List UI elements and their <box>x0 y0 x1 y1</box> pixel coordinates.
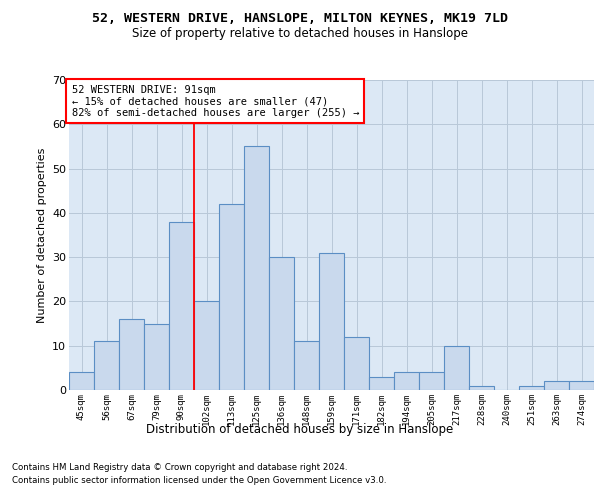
Bar <box>469 386 494 390</box>
Bar <box>94 342 119 390</box>
Bar <box>394 372 419 390</box>
Bar <box>519 386 544 390</box>
Text: Distribution of detached houses by size in Hanslope: Distribution of detached houses by size … <box>146 422 454 436</box>
Bar <box>294 342 319 390</box>
Bar <box>69 372 94 390</box>
Bar <box>119 319 144 390</box>
Bar <box>444 346 469 390</box>
Bar <box>419 372 444 390</box>
Bar <box>369 376 394 390</box>
Bar <box>269 257 294 390</box>
Text: 52 WESTERN DRIVE: 91sqm
← 15% of detached houses are smaller (47)
82% of semi-de: 52 WESTERN DRIVE: 91sqm ← 15% of detache… <box>71 84 359 118</box>
Bar <box>569 381 594 390</box>
Bar <box>169 222 194 390</box>
Bar <box>219 204 244 390</box>
Bar <box>544 381 569 390</box>
Bar <box>344 337 369 390</box>
Bar <box>319 252 344 390</box>
Text: Size of property relative to detached houses in Hanslope: Size of property relative to detached ho… <box>132 28 468 40</box>
Bar <box>194 302 219 390</box>
Bar <box>144 324 169 390</box>
Text: Contains public sector information licensed under the Open Government Licence v3: Contains public sector information licen… <box>12 476 386 485</box>
Y-axis label: Number of detached properties: Number of detached properties <box>37 148 47 322</box>
Text: 52, WESTERN DRIVE, HANSLOPE, MILTON KEYNES, MK19 7LD: 52, WESTERN DRIVE, HANSLOPE, MILTON KEYN… <box>92 12 508 26</box>
Text: Contains HM Land Registry data © Crown copyright and database right 2024.: Contains HM Land Registry data © Crown c… <box>12 462 347 471</box>
Bar <box>244 146 269 390</box>
